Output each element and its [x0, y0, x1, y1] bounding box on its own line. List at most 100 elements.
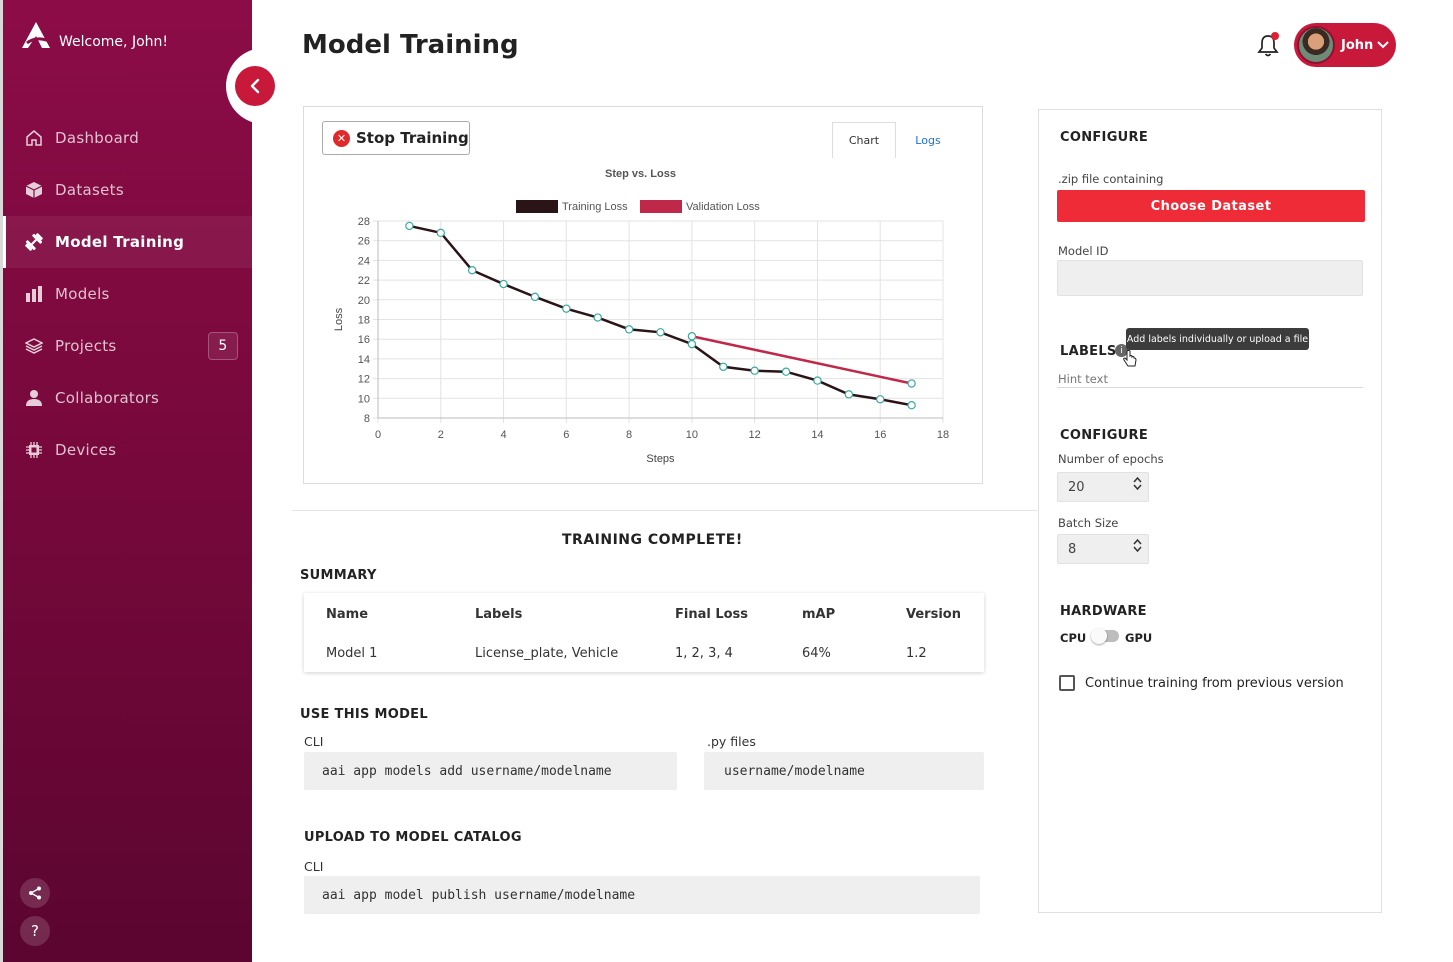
epochs-stepper[interactable]: 20: [1057, 472, 1149, 502]
user-menu-button[interactable]: John: [1294, 23, 1396, 67]
sidebar: Welcome, John! Dashboard Datasets Model …: [0, 0, 252, 962]
sidebar-item-label: Datasets: [55, 181, 124, 199]
zip-label: .zip file containing: [1058, 172, 1164, 186]
y-tick-label: 16: [358, 334, 370, 346]
x-tick-label: 18: [937, 429, 949, 441]
sidebar-item-label: Devices: [55, 441, 117, 459]
epochs-label: Number of epochs: [1058, 452, 1164, 466]
avatar: [1297, 26, 1335, 64]
legend-swatch: [640, 200, 682, 213]
continue-training-label: Continue training from previous version: [1085, 676, 1344, 691]
column-header: Version: [906, 607, 961, 622]
data-point: [719, 362, 728, 371]
column-header: Name: [326, 607, 369, 622]
data-point: [436, 228, 445, 238]
upload-cli-label: CLI: [304, 859, 324, 874]
continue-training-checkbox[interactable]: [1059, 675, 1075, 691]
data-point: [781, 367, 791, 376]
chevron-down-icon: [1377, 41, 1389, 49]
y-tick-label: 28: [358, 216, 370, 228]
data-point: [876, 395, 885, 404]
batch-size-value: 8: [1068, 541, 1077, 557]
publish-command-field[interactable]: aai app model publish username/modelname: [304, 876, 980, 914]
labels-input-underline[interactable]: [1057, 387, 1363, 388]
y-tick-label: 14: [358, 354, 370, 366]
tab-logs[interactable]: Logs: [915, 133, 941, 147]
section-divider: [292, 510, 1037, 511]
brand: Welcome, John!: [21, 20, 168, 50]
share-button[interactable]: [20, 878, 50, 908]
data-point: [656, 328, 665, 337]
layers-icon: [23, 335, 45, 357]
user-name: John: [1341, 37, 1374, 53]
y-tick-label: 22: [358, 275, 370, 287]
data-point: [562, 304, 571, 313]
model-id-input[interactable]: [1057, 260, 1363, 296]
collapse-sidebar-button[interactable]: [235, 66, 275, 106]
table-cell: 64%: [802, 646, 831, 661]
cube-icon: [23, 179, 45, 201]
data-point: [687, 332, 697, 341]
sidebar-nav: Dashboard Datasets Model Training Models…: [3, 112, 252, 476]
help-icon: ?: [31, 922, 39, 940]
stepper-arrows-icon[interactable]: [1133, 539, 1142, 552]
sidebar-item-label: Dashboard: [55, 129, 140, 147]
stop-training-button[interactable]: ✕ Stop Training: [322, 121, 470, 155]
sidebar-item-collaborators[interactable]: Collaborators: [3, 372, 252, 424]
use-model-heading: USE THIS MODEL: [300, 707, 428, 722]
configure-training-heading: CONFIGURE: [1060, 428, 1149, 443]
batch-size-label: Batch Size: [1058, 516, 1119, 530]
stepper-arrows-icon[interactable]: [1133, 477, 1142, 490]
y-tick-label: 8: [364, 413, 370, 425]
data-point: [499, 279, 508, 289]
table-cell: 1, 2, 3, 4: [675, 646, 733, 661]
data-point: [467, 266, 477, 275]
sidebar-item-dashboard[interactable]: Dashboard: [3, 112, 252, 164]
notification-dot: [1271, 32, 1279, 40]
y-tick-label: 20: [358, 295, 370, 307]
labels-tooltip: Add labels individually or upload a file: [1126, 328, 1309, 350]
gpu-label: GPU: [1125, 631, 1153, 645]
summary-heading: SUMMARY: [300, 568, 377, 583]
y-tick-label: 12: [358, 374, 370, 386]
sidebar-item-label: Projects: [55, 337, 117, 355]
cli-label: CLI: [304, 734, 324, 749]
configure-heading: CONFIGURE: [1060, 130, 1149, 145]
help-button[interactable]: ?: [20, 916, 50, 946]
data-point: [687, 339, 697, 349]
configure-panel: CONFIGURE .zip file containing Choose Da…: [1038, 109, 1382, 913]
hardware-toggle[interactable]: [1091, 628, 1119, 644]
y-axis-label: Loss: [333, 307, 345, 331]
sidebar-item-datasets[interactable]: Datasets: [3, 164, 252, 216]
sidebar-item-devices[interactable]: Devices: [3, 424, 252, 476]
training-status: TRAINING COMPLETE!: [562, 532, 743, 548]
data-point: [907, 379, 916, 388]
x-tick-label: 4: [500, 429, 506, 441]
data-point: [405, 221, 414, 231]
sidebar-item-projects[interactable]: Projects 5: [3, 320, 252, 372]
y-tick-label: 24: [358, 255, 370, 267]
loss-chart: Step vs. Loss Training Loss Validation Los…: [333, 168, 949, 465]
sidebar-item-model-training[interactable]: Model Training: [3, 216, 252, 268]
home-icon: [23, 127, 45, 149]
cli-command-field[interactable]: aai app models add username/modelname: [304, 752, 677, 790]
data-point: [750, 366, 759, 375]
batch-size-stepper[interactable]: 8: [1057, 534, 1149, 564]
upload-catalog-heading: UPLOAD TO MODEL CATALOG: [304, 830, 522, 845]
tab-chart[interactable]: Chart: [832, 122, 896, 158]
hardware-heading: HARDWARE: [1060, 604, 1147, 619]
py-files-field[interactable]: username/modelname: [704, 752, 984, 790]
models-icon: [23, 283, 45, 305]
sidebar-item-label: Models: [55, 285, 110, 303]
py-files-label: .py files: [707, 734, 756, 749]
info-icon[interactable]: i: [1115, 344, 1128, 357]
data-point: [530, 292, 540, 302]
y-tick-label: 10: [358, 393, 370, 405]
column-header: Labels: [475, 607, 523, 622]
sidebar-item-models[interactable]: Models: [3, 268, 252, 320]
choose-dataset-button[interactable]: Choose Dataset: [1057, 190, 1365, 222]
chart-title: Step vs. Loss: [605, 168, 676, 180]
chevron-left-icon: [250, 78, 260, 94]
x-tick-label: 14: [811, 429, 823, 441]
x-tick-label: 6: [563, 429, 569, 441]
